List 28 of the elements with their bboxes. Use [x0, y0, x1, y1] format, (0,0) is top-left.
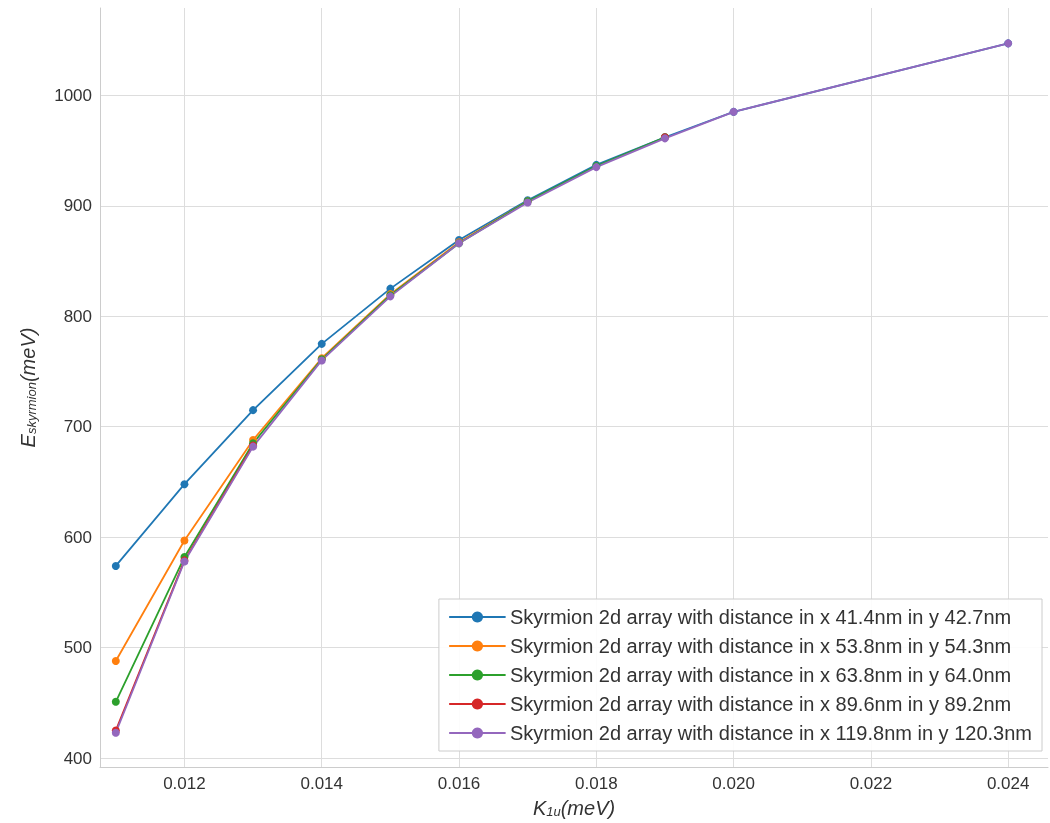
y-tick-label: 1000	[54, 85, 92, 105]
y-axis-title: Eskyrmion(meV)	[16, 327, 39, 448]
x-tick-label: 0.024	[986, 774, 1030, 793]
point	[249, 406, 258, 415]
x-tick-label: 0.012	[163, 774, 206, 793]
legend-label: Skyrmion 2d array with distance in x 89.6nm in y 89.2nm	[509, 693, 1012, 715]
y-tick-label: 500	[63, 638, 92, 658]
y-tick-label: 600	[63, 527, 92, 547]
point	[180, 536, 189, 545]
legend-label: Skyrmion 2d array with distance in x 53.8nm in y 54.3nm	[509, 635, 1012, 657]
point	[180, 480, 189, 489]
point	[111, 656, 120, 665]
y-tick-label: 700	[63, 417, 92, 437]
legend-label: Skyrmion 2d array with distance in x 119.8nm in y 120.3nm	[509, 722, 1033, 744]
point	[317, 339, 326, 348]
x-tick-label: 0.022	[849, 774, 893, 793]
x-axis-title: K1u(meV)	[532, 796, 616, 819]
x-tick-label: 0.020	[712, 774, 755, 793]
x-tick-label: 0.014	[300, 774, 343, 793]
point	[111, 697, 120, 706]
point	[111, 561, 120, 570]
x-tick-label: 0.016	[437, 774, 481, 793]
y-tick-label: 900	[63, 196, 92, 216]
y-tick-label: 800	[63, 306, 92, 326]
legend-label: Skyrmion 2d array with distance in x 63.8nm in y 64.0nm	[509, 664, 1012, 686]
legend-label: Skyrmion 2d array with distance in x 41.4nm in y 42.7nm	[509, 606, 1012, 628]
y-tick-label: 400	[63, 748, 92, 768]
x-tick-label: 0.018	[575, 774, 618, 793]
